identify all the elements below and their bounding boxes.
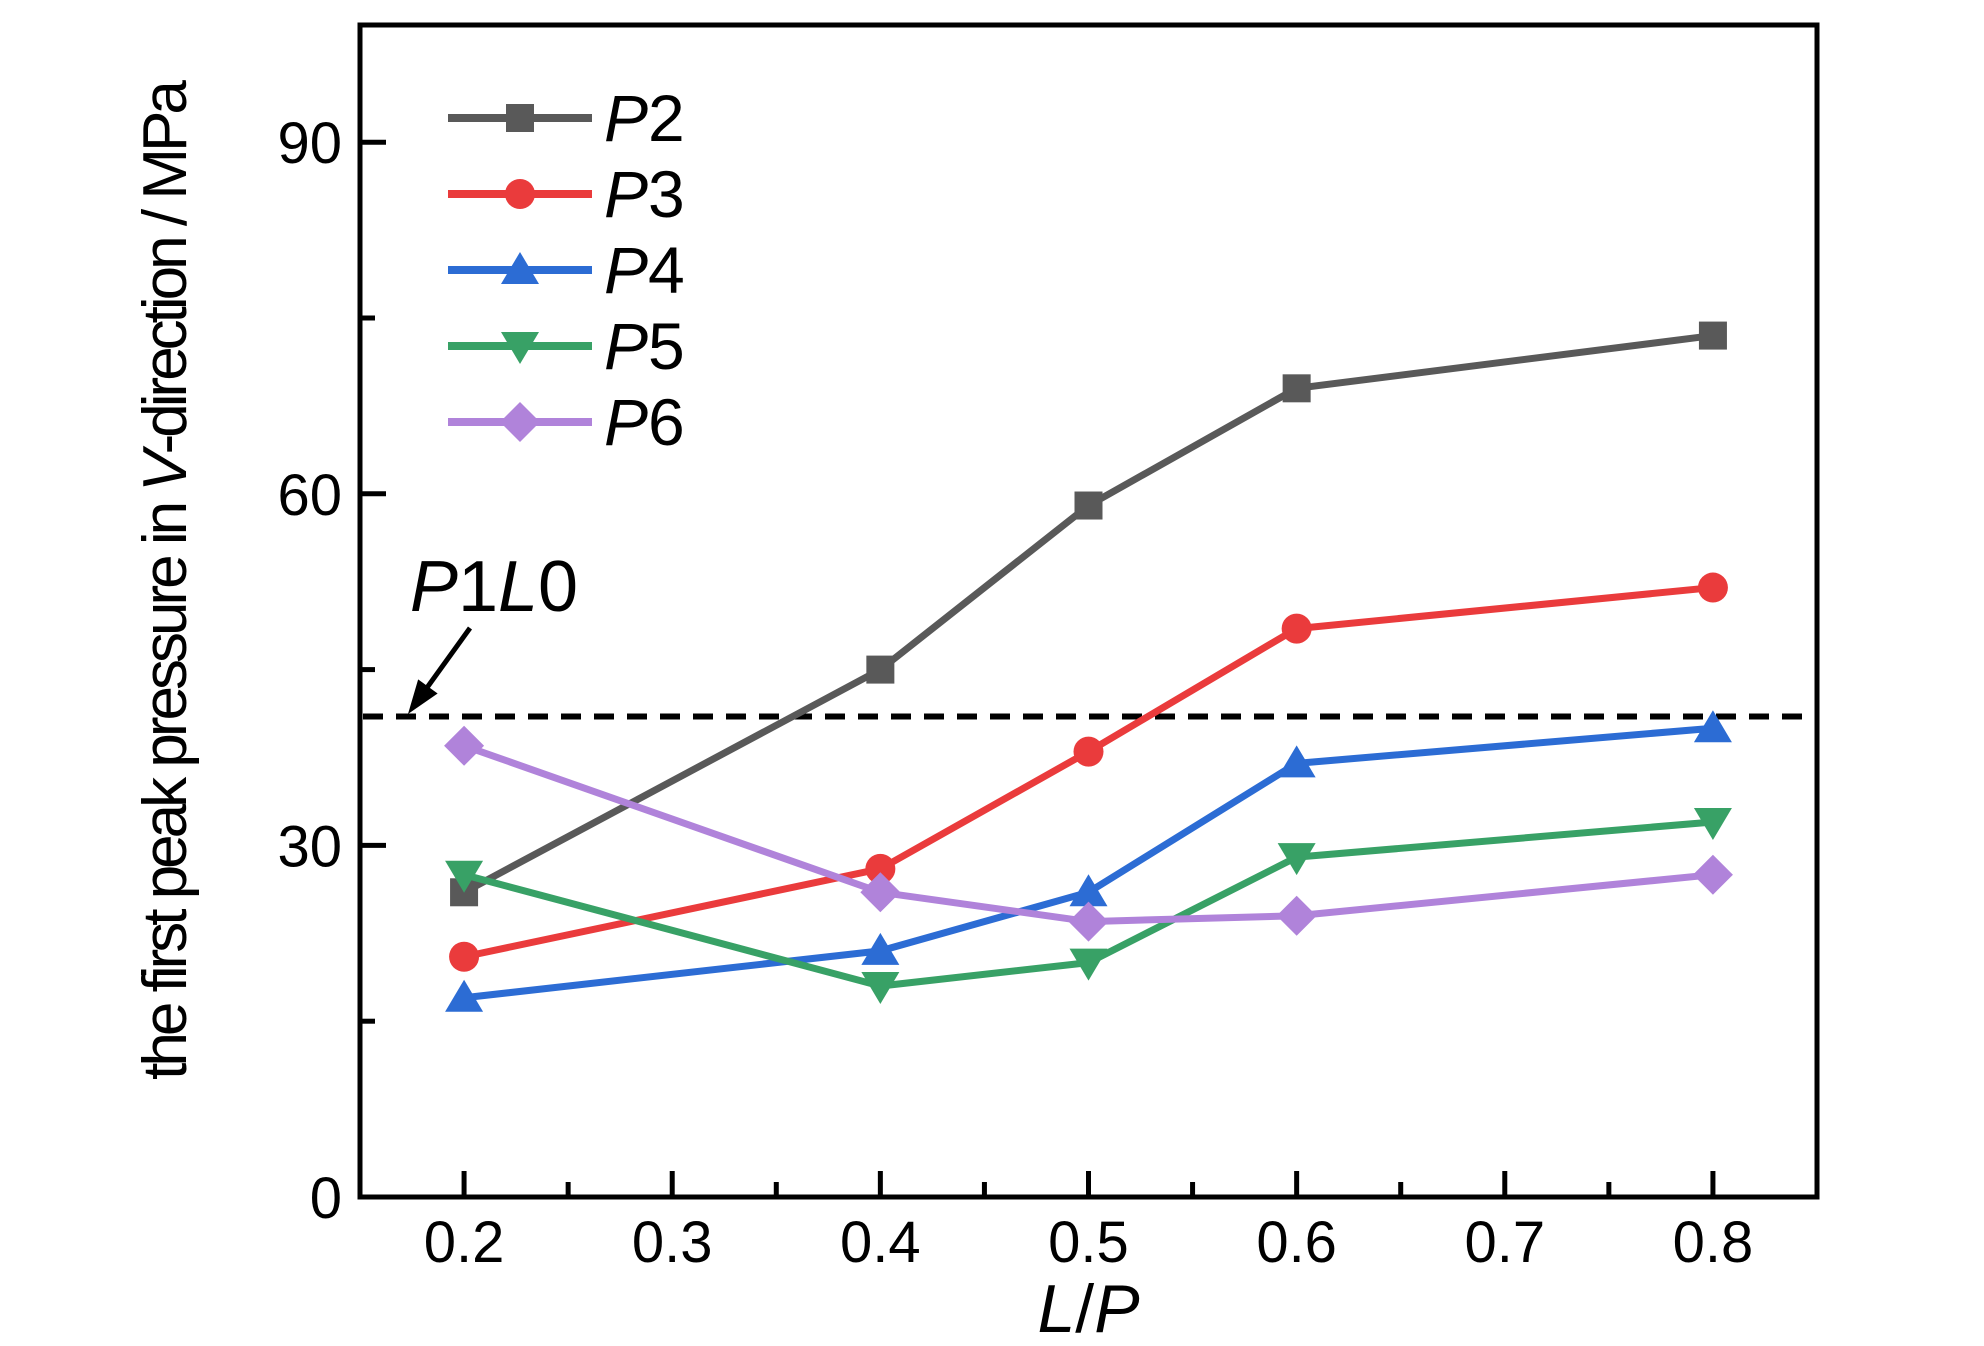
legend-marker-square-icon: [506, 104, 534, 132]
series-p3-marker-circle-icon: [1281, 613, 1312, 644]
x-axis-title: L/P: [1037, 1271, 1139, 1346]
legend-label: P2: [604, 81, 685, 155]
series-p6: [444, 725, 1733, 942]
series-p6-marker-diamond-icon: [444, 725, 485, 766]
series-p4-marker-triangle-up-icon: [1277, 745, 1316, 778]
series-p4-marker-triangle-up-icon: [1069, 874, 1108, 907]
y-tick-label: 0: [310, 1166, 342, 1231]
series-p2-marker-square-icon: [1282, 374, 1311, 403]
series-p4: [445, 710, 1732, 1012]
legend-marker-circle-icon: [505, 179, 535, 209]
y-axis-title: the first peak pressure in V-direction /…: [131, 80, 200, 1080]
series-p5-marker-triangle-down-icon: [1277, 843, 1316, 876]
x-tick-label: 0.7: [1464, 1210, 1545, 1275]
series-p5: [445, 807, 1732, 1005]
series-p4-marker-triangle-up-icon: [861, 932, 900, 965]
series-p6-marker-diamond-icon: [860, 872, 901, 913]
legend-marker-triangle-down-icon: [501, 332, 539, 364]
y-tick-label: 60: [277, 463, 342, 528]
axis-ticks: [362, 139, 1716, 1200]
x-tick-label: 0.4: [840, 1210, 921, 1275]
series-p6-marker-diamond-icon: [1068, 901, 1109, 942]
annotation-arrowhead-icon: [408, 679, 438, 714]
series-p4-marker-triangle-up-icon: [1693, 710, 1732, 743]
x-tick-label: 0.2: [424, 1210, 505, 1275]
plot-frame: [357, 22, 1820, 1200]
series-p3-marker-circle-icon: [865, 853, 896, 884]
legend-marker-diamond-icon: [500, 402, 540, 442]
series-p2-marker-square-icon: [866, 655, 895, 684]
series-p3-marker-circle-icon: [1073, 736, 1104, 767]
legend-label: P4: [604, 233, 685, 307]
x-tick-label: 0.6: [1256, 1210, 1337, 1275]
series-p2-marker-square-icon: [1074, 491, 1103, 520]
legend-label: P6: [604, 385, 685, 459]
legend-entry-p5: P5: [448, 309, 685, 383]
legend-entry-p3: P3: [448, 157, 685, 231]
series-p3-marker-circle-icon: [1697, 572, 1728, 603]
series-p3-marker-circle-icon: [449, 941, 480, 972]
series-p5-marker-triangle-down-icon: [445, 860, 484, 893]
legend-label: P3: [604, 157, 685, 231]
series-p5-marker-triangle-down-icon: [1693, 807, 1732, 840]
y-tick-label: 30: [277, 814, 342, 879]
x-tick-label: 0.5: [1048, 1210, 1129, 1275]
x-tick-label: 0.8: [1673, 1210, 1754, 1275]
legend-entry-p6: P6: [448, 385, 685, 459]
legend-marker-triangle-up-icon: [501, 252, 539, 284]
series-p5-marker-triangle-down-icon: [1069, 948, 1108, 981]
series-p2-marker-square-icon: [1698, 321, 1727, 350]
legend-label: P5: [604, 309, 685, 383]
series-p4-marker-triangle-up-icon: [445, 979, 484, 1012]
annotation-arrow-line: [422, 626, 473, 693]
annotation-p1l0-label: P1L0: [410, 547, 578, 627]
series-p6-marker-diamond-icon: [1692, 854, 1733, 895]
series-p5-marker-triangle-down-icon: [861, 972, 900, 1005]
y-tick-label: 90: [277, 111, 342, 176]
series-p6-marker-diamond-icon: [1276, 895, 1317, 936]
x-tick-label: 0.3: [632, 1210, 713, 1275]
legend-entry-p4: P4: [448, 233, 685, 307]
series-p3: [449, 572, 1728, 972]
legend-entry-p2: P2: [448, 81, 685, 155]
